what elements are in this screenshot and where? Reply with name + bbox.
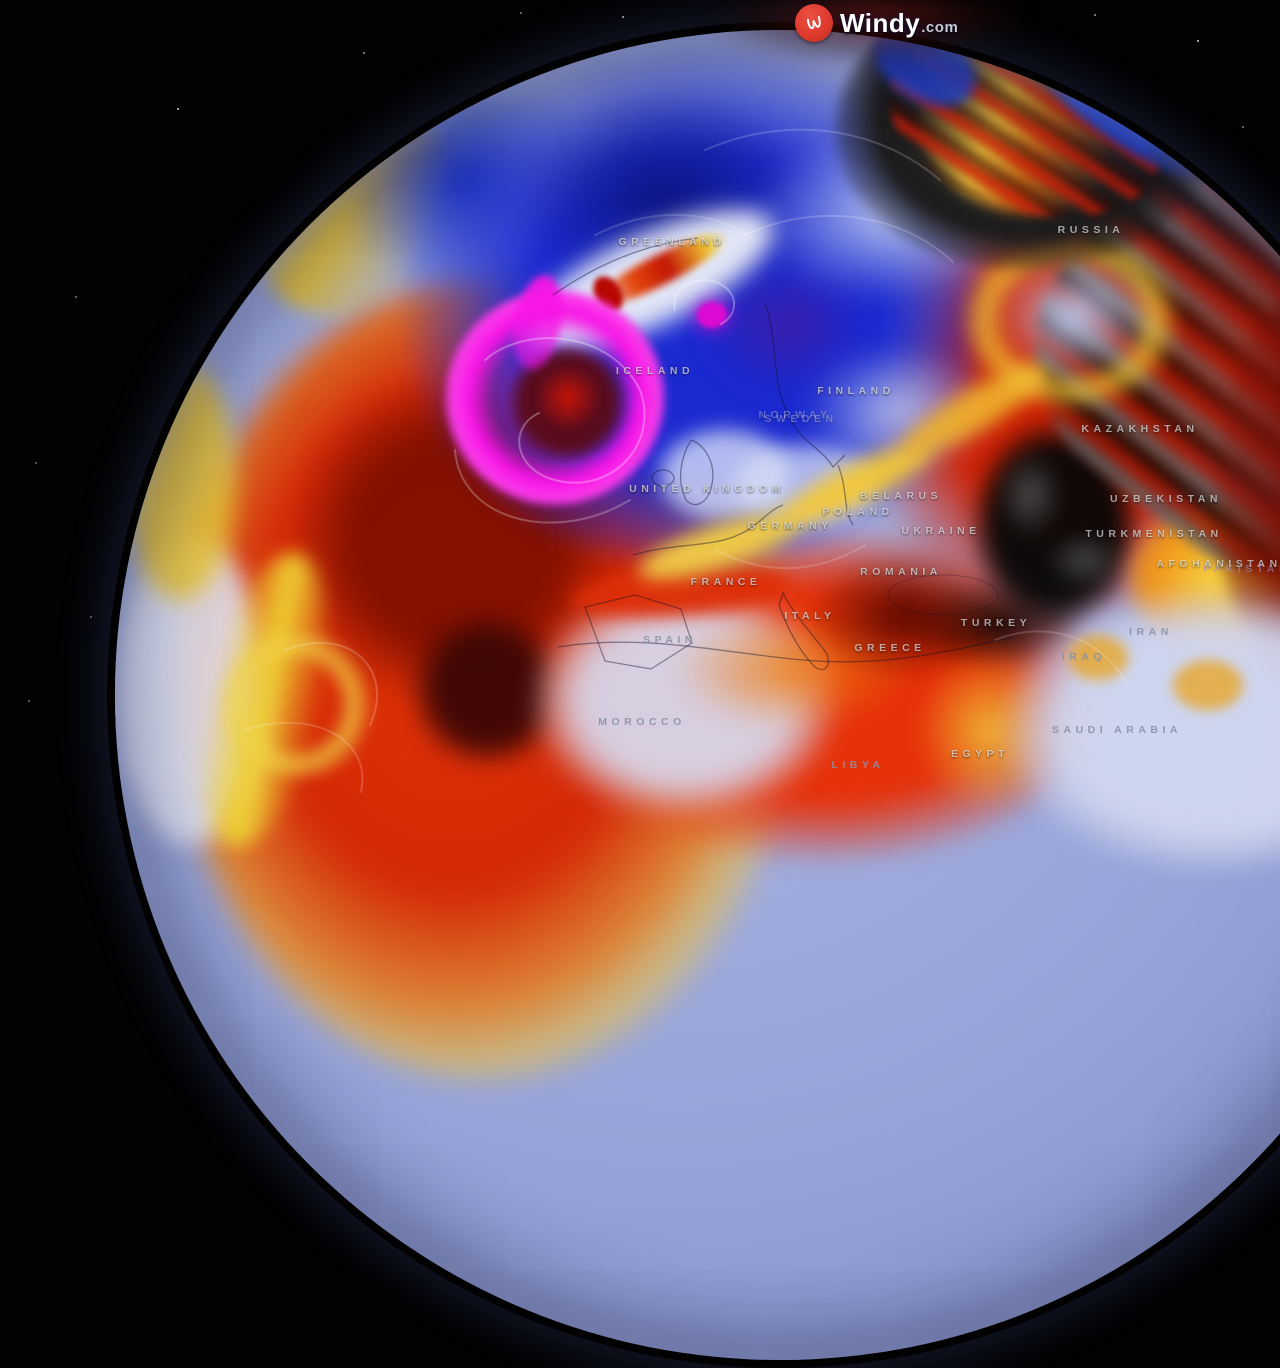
map-feature-vortex-red-eye <box>533 365 603 430</box>
country-label-iceland: ICELAND <box>615 365 695 377</box>
star <box>1197 40 1199 42</box>
star <box>90 616 92 618</box>
country-label-united-kingdom: UNITED KINGDOM <box>629 483 785 495</box>
country-label-italy: ITALY <box>784 610 836 622</box>
coastlines-layer <box>552 237 1014 671</box>
star <box>28 700 30 702</box>
windy-logo-wordmark: Windy.com <box>840 8 958 39</box>
country-label-pakistan: PAKISTAN <box>1202 563 1280 575</box>
map-feature-yellow-spot-gulf-2 <box>1173 660 1243 710</box>
country-label-belarus: BELARUS <box>859 490 943 502</box>
country-label-afghanistan: AFGHANISTAN <box>1156 558 1280 570</box>
country-label-morocco: MOROCCO <box>598 716 686 728</box>
map-feature-grey-caspian-2 <box>1045 530 1125 590</box>
country-label-greece: GREECE <box>854 642 926 654</box>
map-feature-light-north-sea <box>660 430 790 520</box>
star <box>622 16 624 18</box>
country-label-iran: IRAN <box>1129 626 1173 638</box>
country-label-romania: ROMANIA <box>860 566 942 578</box>
country-label-iraq: IRAQ <box>1061 651 1107 663</box>
map-feature-limb-yellow-rim <box>125 360 235 600</box>
star <box>1094 14 1096 16</box>
brand-name: Windy <box>840 7 921 38</box>
country-label-saudi-arabia: SAUDI ARABIA <box>1051 724 1183 736</box>
country-label-poland: POLAND <box>822 506 894 518</box>
streamlines-layer <box>244 128 1128 793</box>
country-label-russia: RUSSIA <box>1057 224 1125 236</box>
country-label-france: FRANCE <box>690 576 762 588</box>
star <box>363 52 365 54</box>
windy-globe-screen: { "brand": { "name": "Windy", "tld": ".c… <box>28 0 1280 1360</box>
map-feature-yellow-spot-gulf-1 <box>1068 635 1128 680</box>
country-label-libya: LIBYA <box>831 759 885 771</box>
country-label-uzbekistan: UZBEKISTAN <box>1110 493 1222 505</box>
country-label-ukraine: UKRAINE <box>901 525 981 537</box>
country-label-kazakhstan: KAZAKHSTAN <box>1081 423 1199 435</box>
country-label-sweden: SWEDEN <box>764 413 838 425</box>
country-label-finland: FINLAND <box>817 385 895 397</box>
country-label-germany: GERMANY <box>747 520 833 532</box>
country-label-egypt: EGYPT <box>950 748 1010 760</box>
star <box>75 296 77 298</box>
globe-top-limb-haze <box>720 0 1020 58</box>
star <box>35 462 37 464</box>
brand-tld: .com <box>921 18 959 36</box>
country-label-turkmenistan: TURKMENISTAN <box>1085 528 1223 540</box>
windy-logo[interactable]: Windy.com <box>795 4 958 42</box>
country-label-greenland: GREENLAND <box>618 236 726 248</box>
country-label-spain: SPAIN <box>643 634 697 646</box>
map-feature-yellow-curl-sw <box>205 630 385 780</box>
country-label-norway: NORWAY <box>758 409 832 421</box>
star <box>177 108 179 110</box>
star <box>520 12 522 14</box>
map-feature-cool-blob-urals <box>990 250 1160 380</box>
country-label-turkey: TURKEY <box>960 617 1032 629</box>
map-feature-vortex-secondary-eddy <box>697 302 727 328</box>
map-feature-grey-caspian-1 <box>995 450 1065 540</box>
windy-logo-icon <box>795 4 833 42</box>
